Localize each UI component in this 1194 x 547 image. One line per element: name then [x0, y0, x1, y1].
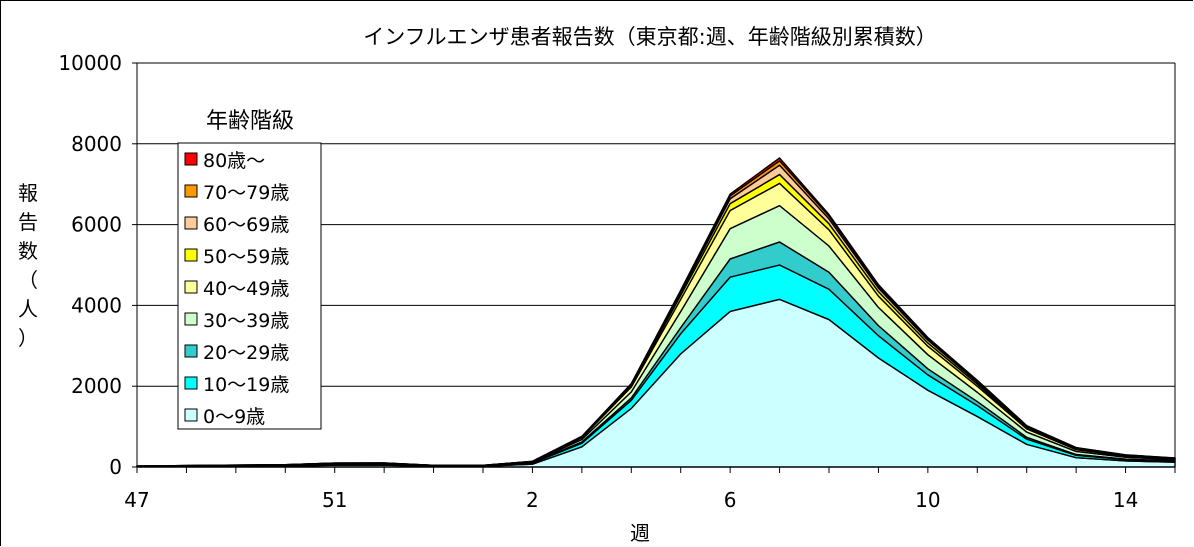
legend-swatch: [184, 408, 198, 422]
legend-swatch: [184, 344, 198, 358]
legend-label: 40～49歳: [203, 278, 289, 300]
chart-title: インフルエンザ患者報告数（東京都:週、年齢階級別累積数）: [363, 25, 936, 49]
legend-label: 30～39歳: [203, 310, 289, 332]
legend-label: 80歳～: [203, 150, 265, 172]
x-tick-label: 10: [915, 488, 940, 512]
y-tick-label: 10000: [58, 51, 122, 75]
legend: 年齢階級 80歳～ 70～79歳 60～69歳 50～59歳 40～49歳 30～39歳 2…: [177, 109, 322, 430]
legend-swatch: [184, 312, 198, 326]
legend-swatch: [184, 280, 198, 294]
legend-label: 20～29歳: [203, 342, 289, 364]
y-axis-label: 報告数（人）: [18, 181, 38, 350]
x-tick-label: 51: [322, 488, 347, 512]
legend-label: 60～69歳: [203, 214, 289, 236]
legend-swatch: [184, 216, 198, 230]
legend-swatch: [184, 248, 198, 262]
legend-swatch: [184, 152, 198, 166]
x-tick-label: 47: [124, 488, 149, 512]
x-axis-ticks: 47 51 2 6 10 14: [124, 467, 1176, 512]
legend-box: [177, 142, 322, 430]
legend-label: 50～59歳: [203, 246, 289, 268]
legend-swatch: [184, 184, 198, 198]
y-tick-label: 6000: [71, 213, 122, 237]
legend-label: 0～9歳: [203, 406, 265, 428]
x-tick-label: 2: [526, 488, 539, 512]
x-tick-label: 14: [1113, 488, 1138, 512]
y-tick-label: 4000: [71, 293, 122, 317]
x-tick-label: 6: [724, 488, 737, 512]
y-tick-label: 0: [109, 455, 122, 479]
x-axis-label: 週: [630, 521, 650, 545]
y-tick-label: 2000: [71, 374, 122, 398]
legend-swatch: [184, 376, 198, 390]
legend-label: 70～79歳: [203, 182, 289, 204]
legend-title: 年齢階級: [206, 109, 294, 134]
y-axis-ticks: 0 2000 4000 6000 8000 10000: [58, 51, 137, 479]
legend-label: 10～19歳: [203, 374, 289, 396]
y-tick-label: 8000: [71, 132, 122, 156]
